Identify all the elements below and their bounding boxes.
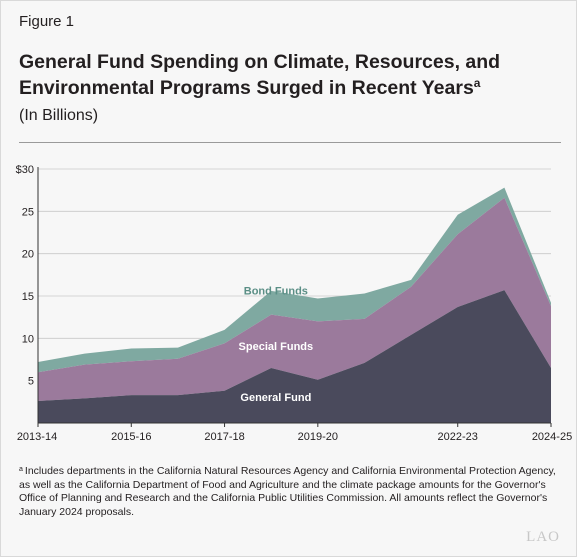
y-tick-labels: 5 10 15 20 25 $30 <box>16 164 34 388</box>
series-label-bond-funds: Bond Funds <box>244 285 308 297</box>
lao-logo: LAO <box>526 529 560 545</box>
x-tick-label: 2013-14 <box>17 431 57 443</box>
footnote: a Includes departments in the California … <box>19 463 564 519</box>
x-tick-label: 2019-20 <box>298 431 338 443</box>
areas <box>38 187 551 423</box>
x-tick-label: 2024-25 <box>532 431 572 443</box>
y-tick-label: 10 <box>22 333 34 345</box>
title-divider <box>19 142 561 143</box>
x-tick-labels: 2013-14 2015-16 2017-18 2019-20 2022-23 2024-… <box>17 423 572 443</box>
x-tick-label: 2022-23 <box>438 431 478 443</box>
y-tick-label: 5 <box>28 376 34 388</box>
series-label-special-funds: Special Funds <box>239 341 314 353</box>
x-tick-label: 2015-16 <box>111 431 151 443</box>
chart-title-text: General Fund Spending on Climate, Resour… <box>19 51 501 99</box>
series-labels: General Fund Special Funds Bond Funds <box>239 285 314 404</box>
figure-label: Figure 1 <box>19 13 75 30</box>
stacked-area-chart: 5 10 15 20 25 $30 2013-14 2015-16 2017-18 2019-2… <box>16 164 573 443</box>
x-tick-label: 2017-18 <box>204 431 244 443</box>
footnote-mark: a <box>19 466 23 473</box>
chart-title: General Fund Spending on Climate, Resour… <box>19 49 564 101</box>
y-tick-label: 15 <box>22 291 34 303</box>
area-bond-funds <box>38 187 551 373</box>
y-tick-label: $30 <box>16 164 34 176</box>
title-footnote-mark: a <box>473 76 481 90</box>
area-special-funds <box>38 197 551 401</box>
y-tick-label: 25 <box>22 206 34 218</box>
chart-subtitle: (In Billions) <box>19 107 99 124</box>
series-label-general-fund: General Fund <box>240 392 311 404</box>
y-tick-label: 20 <box>22 249 34 261</box>
area-general-fund <box>38 290 551 423</box>
footnote-text: Includes departments in the California N… <box>19 465 556 518</box>
